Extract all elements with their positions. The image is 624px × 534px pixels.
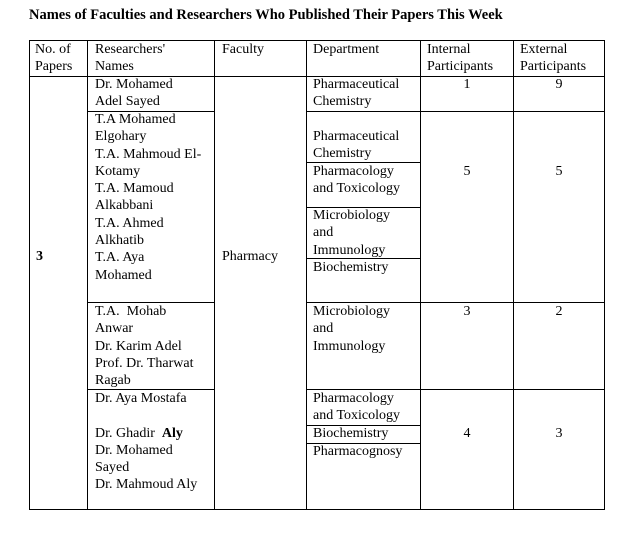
department: Pharmacology and Toxicology [313,164,401,197]
researchers-names: T.A Mohamed Elgohary T.A. Mahmoud El- Ko… [95,112,202,283]
department: Biochemistry [313,260,389,275]
header-internal-participants: Internal Participants [427,42,494,75]
external-participants: 5 [555,164,563,179]
internal-participants: 3 [463,304,471,319]
external-participants: 9 [555,77,563,92]
department: Pharmacognosy [313,444,403,459]
department: Microbiology and Immunology [313,208,390,258]
internal-participants: 1 [463,77,471,92]
researchers-names: Dr. Aya Mostafa Dr. Ghadir Aly Dr. Moham… [95,391,198,493]
department: Pharmaceutical Chemistry [313,129,400,162]
external-participants: 3 [555,426,563,441]
researchers-names: T.A. Mohab Anwar Dr. Karim Adel Prof. Dr… [95,304,194,389]
header-department: Department [313,42,380,57]
internal-participants: 5 [463,164,471,179]
header-faculty: Faculty [222,42,264,57]
faculty-value: Pharmacy [222,249,278,264]
header-external-participants: External Participants [520,42,587,75]
internal-participants: 4 [463,426,471,441]
external-participants: 2 [555,304,563,319]
researchers-names: Dr. Mohamed Adel Sayed [95,77,173,110]
page-title: Names of Faculties and Researchers Who P… [29,7,503,23]
department: Microbiology and Immunology [313,304,390,354]
department: Pharmacology and Toxicology [313,391,401,424]
no-of-papers-value: 3 [36,249,43,264]
department: Pharmaceutical Chemistry [313,77,400,110]
department: Biochemistry [313,426,389,441]
header-no-of-papers: No. of Papers [35,42,73,75]
header-researchers-names: Researchers' Names [95,42,166,75]
